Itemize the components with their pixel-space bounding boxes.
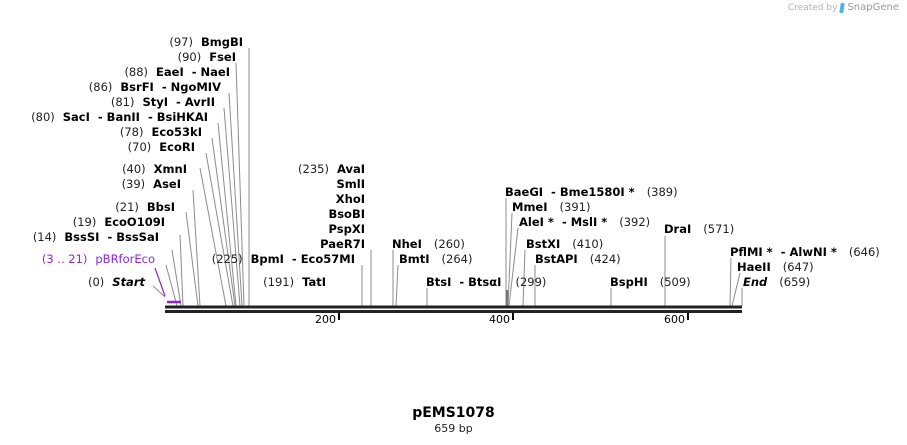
- site-ecoo109i[interactable]: (19) EcoO109I: [73, 215, 165, 229]
- site-drai[interactable]: DraI (571): [664, 222, 734, 236]
- linear-map: 200 400 600 (97) BmgBI (90) FseI (88) EaeI …: [31, 35, 880, 326]
- svg-text:600: 600: [664, 313, 685, 326]
- marker-end: End (659): [743, 275, 810, 289]
- site-eaei-naei[interactable]: (88) EaeI - NaeI: [124, 65, 230, 79]
- site-alei-msli[interactable]: AleI * - MslI * (392): [519, 215, 650, 229]
- site-bstxi[interactable]: BstXI (410): [526, 237, 603, 251]
- site-eco53ki[interactable]: (78) Eco53kI: [120, 125, 202, 139]
- site-smli[interactable]: SmlI: [337, 177, 366, 191]
- site-asei[interactable]: (39) AseI: [122, 177, 181, 191]
- marker-start: (0) Start: [88, 275, 146, 289]
- snapgene-credit: Created by SnapGene: [788, 2, 899, 13]
- credit-brand: SnapGene: [847, 2, 899, 13]
- site-fsei[interactable]: (90) FseI: [178, 50, 236, 64]
- site-avai[interactable]: (235) AvaI: [298, 162, 365, 176]
- site-mmei[interactable]: MmeI (391): [512, 200, 590, 214]
- site-styi-avrii[interactable]: (81) StyI - AvrII: [111, 95, 215, 109]
- site-xmni[interactable]: (40) XmnI: [122, 162, 187, 176]
- site-bmti[interactable]: BmtI (264): [399, 252, 472, 266]
- site-nhei[interactable]: NheI (260): [392, 237, 465, 251]
- site-bstapi[interactable]: BstAPI (424): [535, 252, 621, 266]
- site-paer7i[interactable]: PaeR7I: [320, 237, 365, 251]
- site-bsphi[interactable]: BspHI (509): [610, 275, 691, 289]
- site-bbsi[interactable]: (21) BbsI: [115, 200, 175, 214]
- svg-text:200: 200: [315, 313, 336, 326]
- axis-ticks: 200 400 600: [315, 313, 689, 326]
- dna-strand-top: [165, 305, 742, 309]
- site-saci-banii-bsihkai[interactable]: (80) SacI - BanII - BsiHKAI: [31, 110, 208, 124]
- site-bsobi[interactable]: BsoBI: [328, 207, 365, 221]
- feature-label-pbrforeco[interactable]: (3 .. 21) pBRforEco: [42, 252, 155, 266]
- site-btsi-btsai[interactable]: BtsI - BtsαI (299): [426, 275, 546, 289]
- site-bsssi-bsssai[interactable]: (14) BssSI - BssSaI: [33, 230, 159, 244]
- connector-lines: [152, 48, 743, 307]
- site-ecori[interactable]: (70) EcoRI: [128, 140, 195, 154]
- site-pspxi[interactable]: PspXI: [329, 222, 365, 236]
- site-tati[interactable]: (191) TatI: [263, 275, 326, 289]
- site-bmgbi[interactable]: (97) BmgBI: [169, 35, 243, 49]
- site-bpmi-eco57mi[interactable]: (225) BpmI - Eco57MI: [212, 252, 355, 266]
- map-title: pEMS1078: [412, 405, 495, 421]
- site-xhoi[interactable]: XhoI: [336, 192, 365, 206]
- site-bsrfi-ngomiv[interactable]: (86) BsrFI - NgoMIV: [89, 80, 221, 94]
- map-length: 659 bp: [434, 422, 473, 435]
- site-pflmi-alwni[interactable]: PflMI * - AlwNI * (646): [730, 245, 880, 259]
- site-haeii[interactable]: HaeII (647): [737, 260, 814, 274]
- feature-pbrforeco[interactable]: [154, 267, 181, 304]
- dna-strand-bottom: [165, 310, 742, 313]
- site-baegi-bme1580i[interactable]: BaeGI - Bme1580I * (389): [505, 185, 678, 199]
- credit-prefix: Created by: [787, 2, 838, 13]
- svg-text:400: 400: [489, 313, 510, 326]
